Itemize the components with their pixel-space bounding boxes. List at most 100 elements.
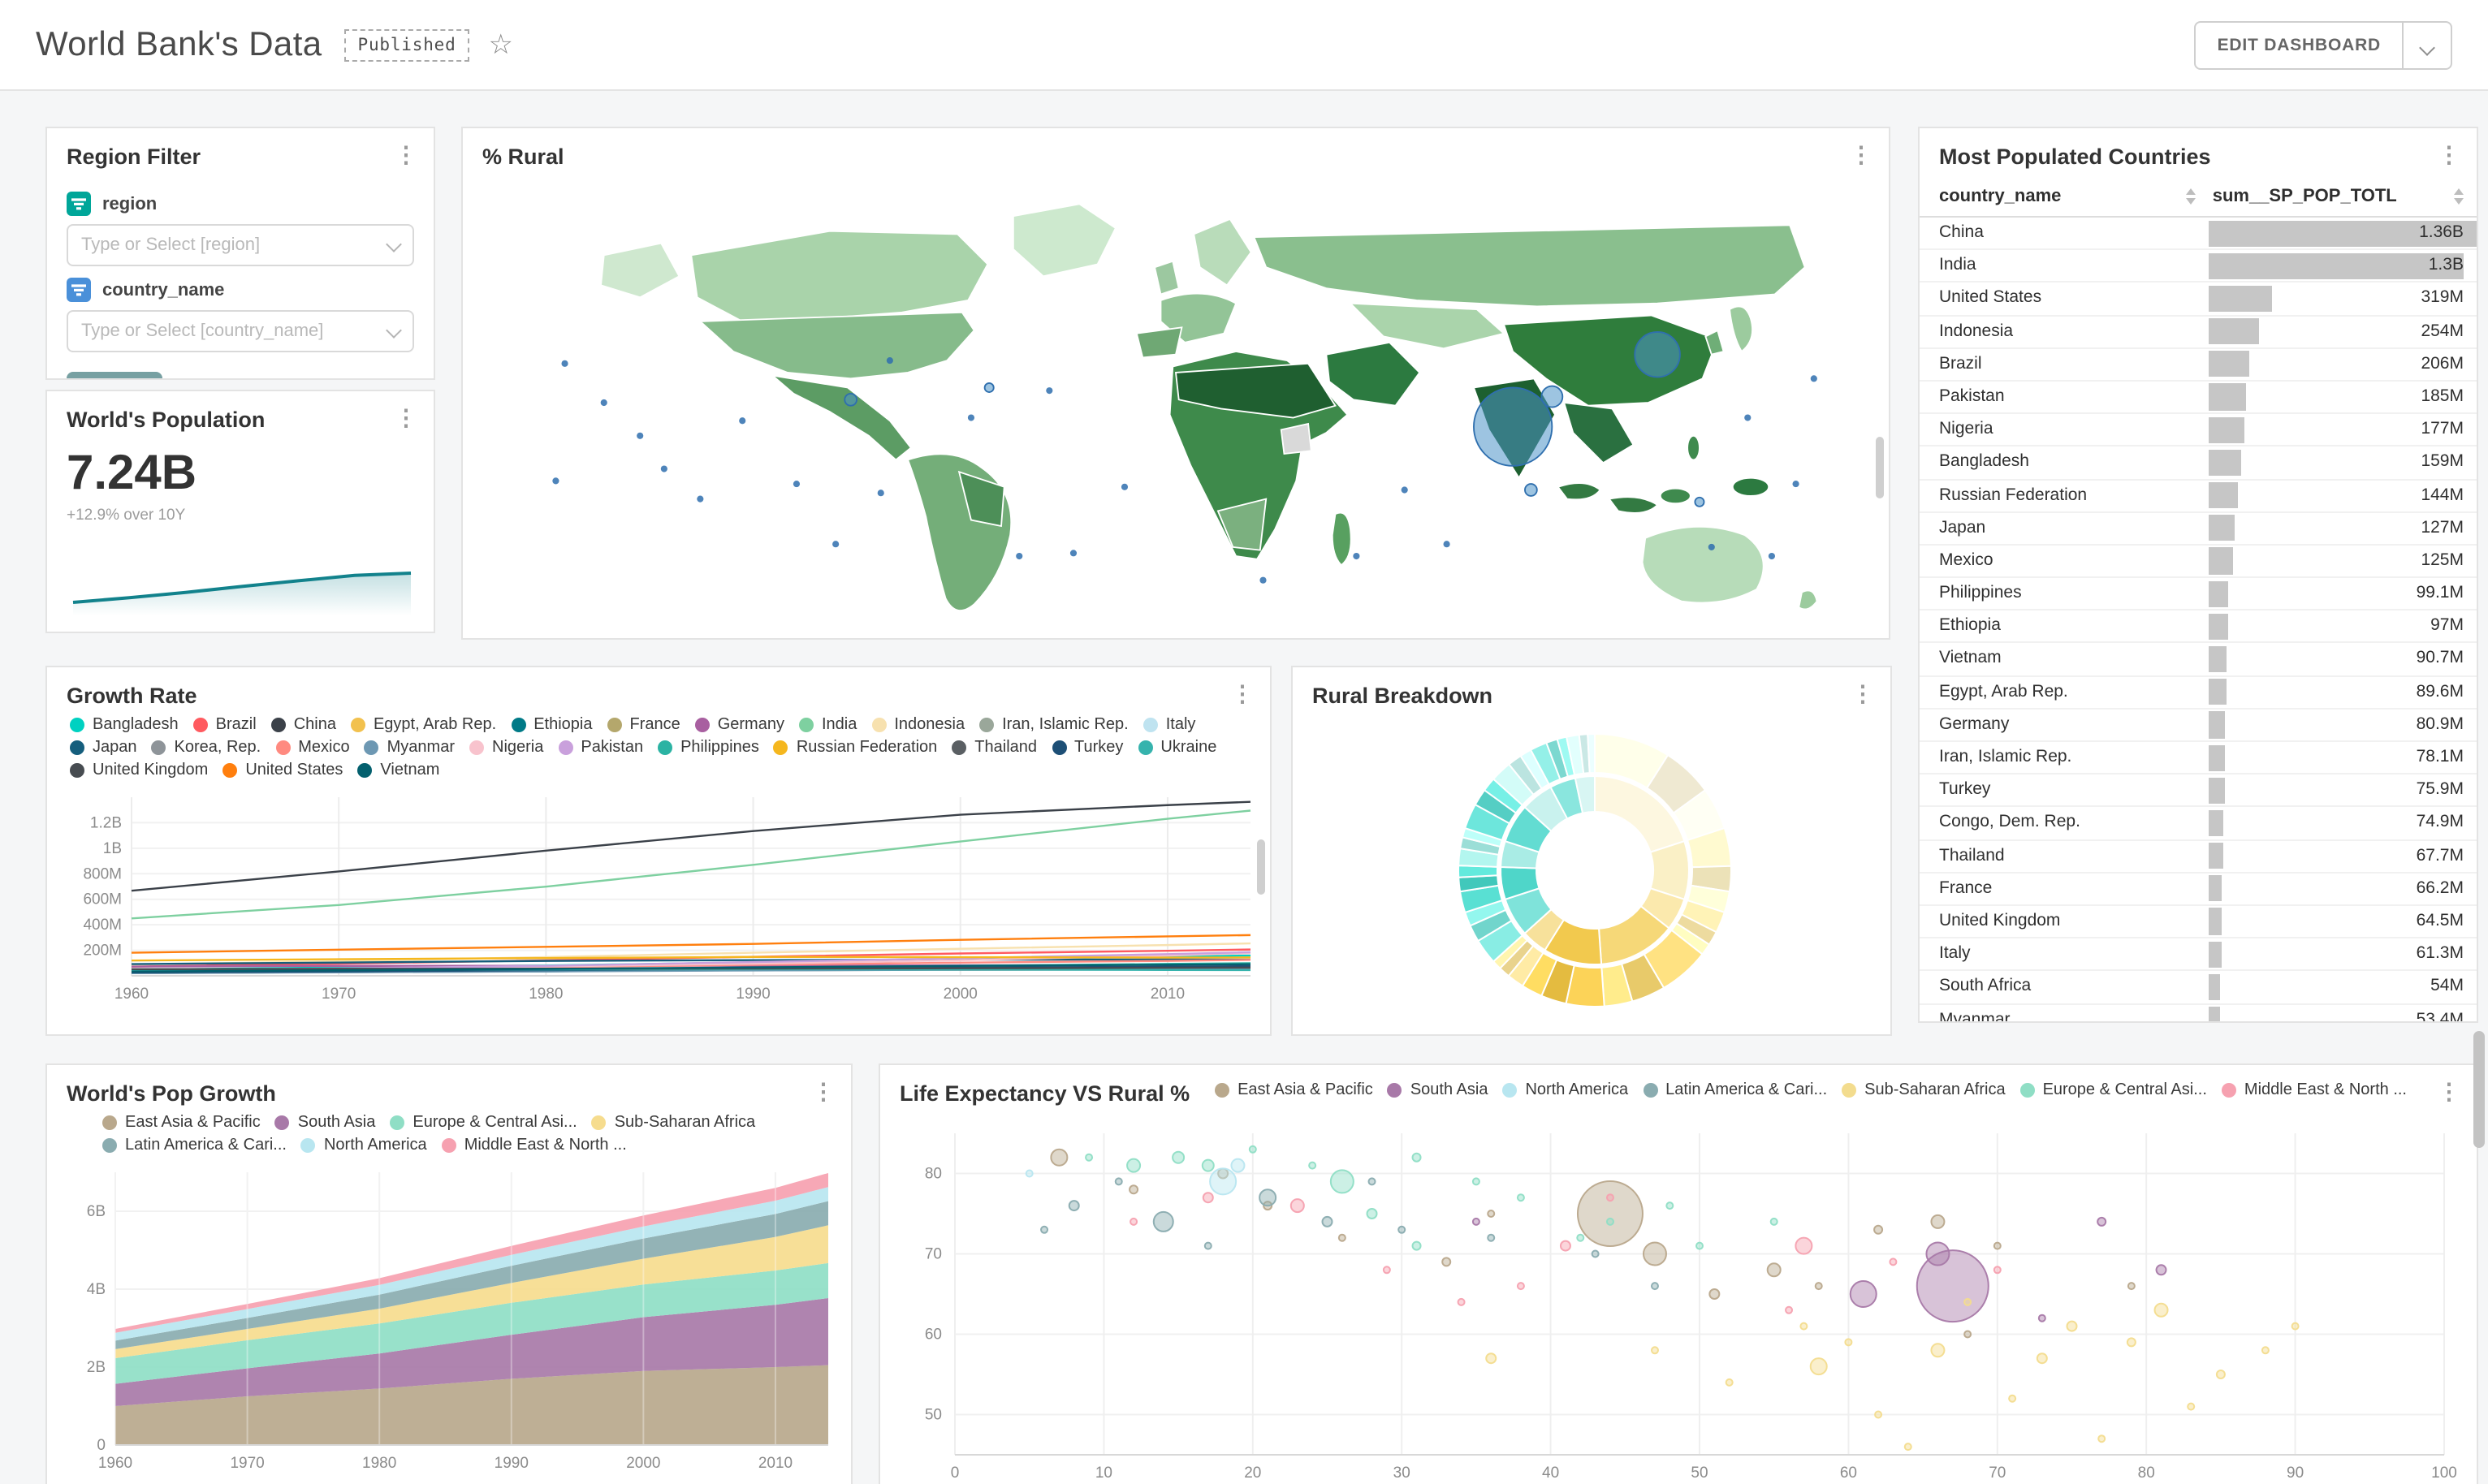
legend-item[interactable]: Russian Federation [773, 739, 937, 757]
column-header-population[interactable]: sum__SP_POP_TOTL [2209, 177, 2477, 216]
legend-item[interactable]: Latin America & Cari... [1643, 1081, 1827, 1099]
column-header-country[interactable]: country_name [1920, 177, 2209, 216]
legend-item[interactable]: France [607, 716, 680, 734]
svg-text:50: 50 [1691, 1465, 1708, 1482]
world-map[interactable] [463, 177, 1889, 628]
card-scrollbar[interactable] [1257, 839, 1265, 895]
legend-item[interactable]: Bangladesh [70, 716, 179, 734]
table-row[interactable]: Egypt, Arab Rep. 89.6M [1920, 676, 2477, 710]
legend-item[interactable]: Indonesia [871, 716, 965, 734]
region-select[interactable] [67, 224, 414, 266]
edit-dashboard-button[interactable]: EDIT DASHBOARD [2194, 20, 2404, 69]
legend-item[interactable]: Thailand [952, 739, 1037, 757]
table-row[interactable]: Russian Federation 144M [1920, 480, 2477, 513]
table-row[interactable]: Bangladesh 159M [1920, 447, 2477, 480]
header-menu-button[interactable] [2404, 20, 2452, 69]
legend-item[interactable]: Nigeria [469, 739, 543, 757]
legend-item[interactable]: Sub-Saharan Africa [591, 1114, 755, 1132]
favorite-star-icon[interactable]: ☆ [488, 28, 514, 59]
legend-item[interactable]: Turkey [1052, 739, 1123, 757]
card-menu-icon[interactable]: ⋮ [1231, 680, 1254, 706]
table-row[interactable]: South Africa 54M [1920, 972, 2477, 1004]
legend-item[interactable]: Brazil [192, 716, 257, 734]
table-row[interactable]: India 1.3B [1920, 250, 2477, 283]
card-menu-icon[interactable]: ⋮ [2438, 1078, 2460, 1104]
legend-item[interactable]: Latin America & Cari... [102, 1137, 287, 1154]
legend-item[interactable]: Iran, Islamic Rep. [979, 716, 1129, 734]
table-row[interactable]: Pakistan 185M [1920, 382, 2477, 415]
legend-item[interactable]: Myanmar [364, 739, 455, 757]
legend-item[interactable]: South Asia [274, 1114, 375, 1132]
sort-icon[interactable] [2186, 188, 2196, 205]
legend-item[interactable]: North America [300, 1137, 427, 1154]
legend-item[interactable]: Middle East & North ... [441, 1137, 627, 1154]
legend-item[interactable]: Mexico [275, 739, 350, 757]
legend-item[interactable]: North America [1502, 1081, 1628, 1099]
legend-item[interactable]: Korea, Rep. [151, 739, 261, 757]
page-scrollbar[interactable] [2473, 1031, 2485, 1148]
table-row[interactable]: France 66.2M [1920, 874, 2477, 906]
card-menu-icon[interactable]: ⋮ [1851, 680, 1874, 706]
card-menu-icon[interactable]: ⋮ [395, 404, 417, 430]
table-row[interactable]: Iran, Islamic Rep. 78.1M [1920, 742, 2477, 775]
card-title: World's Pop Growth [67, 1081, 276, 1106]
legend-item[interactable]: Egypt, Arab Rep. [350, 716, 496, 734]
table-row[interactable]: Congo, Dem. Rep. 74.9M [1920, 808, 2477, 841]
apply-filter-button[interactable]: APPLY [67, 372, 162, 378]
legend-item[interactable]: China [270, 716, 336, 734]
legend-item[interactable]: Vietnam [357, 761, 439, 779]
population-sparkline-chart[interactable] [67, 544, 417, 619]
table-row[interactable]: Myanmar 53.4M [1920, 1004, 2477, 1021]
table-row[interactable]: Philippines 99.1M [1920, 578, 2477, 611]
legend-item[interactable]: Pakistan [558, 739, 643, 757]
growth-rate-line-chart[interactable]: 200M 400M 600M 800M 1B 1.2B 1960 1970 1980 1990 20… [57, 787, 1263, 1015]
country-select-input[interactable] [67, 310, 414, 352]
published-badge[interactable]: Published [344, 28, 469, 61]
table-row[interactable]: Indonesia 254M [1920, 316, 2477, 349]
table-row[interactable]: China 1.36B [1920, 218, 2477, 251]
table-row[interactable]: Nigeria 177M [1920, 414, 2477, 447]
table-row[interactable]: Turkey 75.9M [1920, 774, 2477, 808]
card-scrollbar[interactable] [1876, 437, 1884, 498]
legend-item[interactable]: Europe & Central Asi... [390, 1114, 577, 1132]
card-menu-icon[interactable]: ⋮ [395, 141, 417, 167]
region-select-input[interactable] [67, 224, 414, 266]
card-menu-icon[interactable]: ⋮ [1850, 141, 1872, 167]
table-row[interactable]: Mexico 125M [1920, 546, 2477, 579]
svg-text:0: 0 [951, 1465, 960, 1482]
table-row[interactable]: Japan 127M [1920, 512, 2477, 546]
pop-growth-area-chart[interactable]: 0 2B 4B 6B 1960 1970 1980 1990 2000 2010 [57, 1163, 844, 1484]
legend-item[interactable]: East Asia & Pacific [102, 1114, 261, 1132]
table-row[interactable]: United Kingdom 64.5M [1920, 906, 2477, 939]
legend-item[interactable]: South Asia [1387, 1081, 1488, 1099]
legend-item[interactable]: United States [222, 761, 343, 779]
legend-item[interactable]: Ethiopia [511, 716, 592, 734]
legend-item[interactable]: Italy [1142, 716, 1195, 734]
legend-item[interactable]: Middle East & North ... [2221, 1081, 2407, 1099]
life-expectancy-scatter-chart[interactable]: 50 60 70 80 0 10 20 30 40 50 60 70 80 90 100 [890, 1120, 2470, 1484]
legend-item[interactable]: Japan [70, 739, 137, 757]
legend-item[interactable]: Sub-Saharan Africa [1842, 1081, 2006, 1099]
legend-item[interactable]: Germany [694, 716, 784, 734]
legend-item[interactable]: India [798, 716, 857, 734]
svg-text:2010: 2010 [758, 1455, 793, 1472]
legend-item[interactable]: Ukraine [1138, 739, 1216, 757]
table-row[interactable]: Brazil 206M [1920, 349, 2477, 382]
table-row[interactable]: Ethiopia 97M [1920, 611, 2477, 644]
legend-item[interactable]: Europe & Central Asi... [2019, 1081, 2207, 1099]
legend-item[interactable]: East Asia & Pacific [1215, 1081, 1373, 1099]
table-row[interactable]: United States 319M [1920, 283, 2477, 317]
card-menu-icon[interactable]: ⋮ [2438, 141, 2460, 167]
legend-item[interactable]: Philippines [658, 739, 759, 757]
life-expectancy-card: Life Expectancy VS Rural % ⋮ East Asia &… [879, 1063, 2478, 1484]
table-row[interactable]: Italy 61.3M [1920, 938, 2477, 972]
rural-breakdown-sunburst-chart[interactable] [1301, 716, 1882, 1025]
table-row[interactable]: Germany 80.9M [1920, 710, 2477, 742]
sort-icon[interactable] [2453, 188, 2464, 205]
legend-item[interactable]: United Kingdom [70, 761, 208, 779]
table-row[interactable]: Thailand 67.7M [1920, 840, 2477, 874]
table-row[interactable]: Vietnam 90.7M [1920, 644, 2477, 677]
country-select[interactable] [67, 310, 414, 352]
card-menu-icon[interactable]: ⋮ [812, 1078, 835, 1104]
